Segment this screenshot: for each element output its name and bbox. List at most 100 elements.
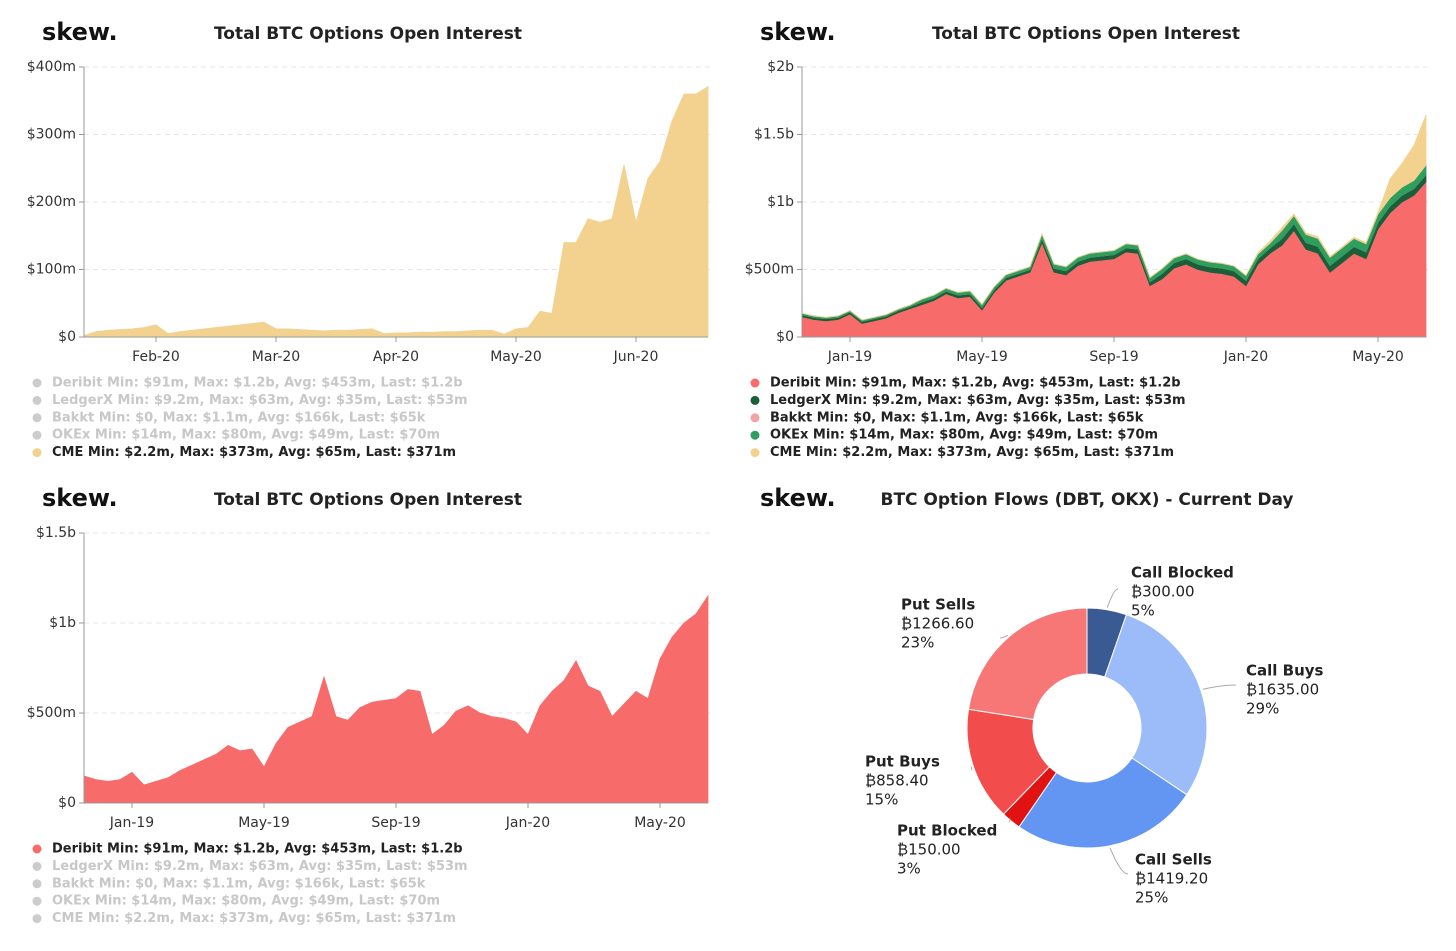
slice-value: ₿150.00 (897, 841, 961, 859)
donut-slice (967, 607, 1088, 721)
legend-dot (32, 879, 42, 889)
y-tick-label: $100m (27, 262, 76, 278)
legend-entry: Bakkt Min: $0, Max: $1.1m, Avg: $166k, L… (52, 876, 426, 891)
area (801, 114, 1427, 321)
legend-dot (750, 378, 760, 388)
x-tick-label: Jan-19 (827, 349, 872, 365)
slice-percent: 29% (1246, 700, 1279, 718)
chart-title: Total BTC Options Open Interest (214, 490, 522, 510)
legend-dot (32, 861, 42, 871)
chart-panel: skew. Total BTC Options Open Interest $0 $5… (27, 484, 710, 926)
legend-entry: Deribit Min: $91m, Max: $1.2b, Avg: $453… (770, 376, 1181, 391)
chart-panel: skew. Total BTC Options Open Interest $0 $1… (27, 18, 710, 460)
slice-name: Put Blocked (897, 822, 997, 840)
legend-entry: CME Min: $2.2m, Max: $373m, Avg: $65m, L… (52, 445, 456, 460)
legend-entry: Deribit Min: $91m, Max: $1.2b, Avg: $453… (52, 842, 463, 857)
slice-percent: 23% (901, 634, 934, 652)
legend-entry: LedgerX Min: $9.2m, Max: $63m, Avg: $35m… (52, 393, 468, 408)
legend-entry: OKEx Min: $14m, Max: $80m, Avg: $49m, La… (52, 894, 440, 909)
y-tick-label: $1.5b (36, 525, 76, 541)
y-tick-label: $0 (776, 329, 794, 345)
legend-dot (750, 448, 760, 458)
slice-percent: 25% (1135, 889, 1168, 907)
legend-entry: OKEx Min: $14m, Max: $80m, Avg: $49m, La… (770, 428, 1158, 443)
x-tick-label: Jan-19 (109, 815, 154, 831)
slice-percent: 15% (865, 791, 898, 809)
chart-title: BTC Option Flows (DBT, OKX) - Current Da… (880, 490, 1293, 510)
x-tick-label: Jan-20 (1223, 349, 1268, 365)
slice-value: ₿1419.20 (1135, 870, 1208, 888)
slice-name: Call Sells (1135, 851, 1212, 869)
legend-entry: CME Min: $2.2m, Max: $373m, Avg: $65m, L… (770, 445, 1174, 460)
leader-line (1106, 588, 1119, 608)
logo: skew. (760, 18, 836, 46)
area (83, 594, 709, 804)
slice-value: ₿1266.60 (901, 615, 974, 633)
x-tick-label: Jan-20 (505, 815, 550, 831)
slice-value: ₿858.40 (865, 772, 929, 790)
y-tick-label: $1.5b (754, 127, 794, 143)
legend-dot (32, 430, 42, 440)
slice-name: Put Sells (901, 596, 975, 614)
slice-percent: 5% (1131, 602, 1155, 620)
slice-name: Call Blocked (1131, 564, 1234, 582)
legend-dot (750, 430, 760, 440)
leader-line (1202, 684, 1237, 690)
legend-entry: LedgerX Min: $9.2m, Max: $63m, Avg: $35m… (770, 393, 1186, 408)
legend-dot (32, 378, 42, 388)
legend-entry: Bakkt Min: $0, Max: $1.1m, Avg: $166k, L… (52, 410, 426, 425)
legend-dot (32, 395, 42, 405)
x-tick-label: May-20 (490, 349, 542, 365)
legend-dot (32, 844, 42, 854)
chart-panel: skew. BTC Option Flows (DBT, OKX) - Curre… (760, 484, 1324, 907)
x-tick-label: Sep-19 (371, 815, 420, 831)
legend-dot (750, 395, 760, 405)
y-tick-label: $2b (767, 59, 794, 75)
slice-name: Call Buys (1246, 662, 1324, 680)
legend-dot (32, 914, 42, 924)
chart-panel: skew. Total BTC Options Open Interest $0 $5… (745, 18, 1428, 460)
legend-entry: CME Min: $2.2m, Max: $373m, Avg: $65m, L… (52, 911, 456, 926)
y-tick-label: $0 (58, 795, 76, 811)
y-tick-label: $1b (49, 615, 76, 631)
logo: skew. (42, 18, 118, 46)
x-tick-label: Mar-20 (252, 349, 300, 365)
chart-title: Total BTC Options Open Interest (214, 24, 522, 44)
legend-entry: Deribit Min: $91m, Max: $1.2b, Avg: $453… (52, 376, 463, 391)
logo: skew. (42, 484, 118, 512)
donut-slice (1104, 614, 1208, 796)
chart-title: Total BTC Options Open Interest (932, 24, 1240, 44)
y-tick-label: $500m (27, 705, 76, 721)
legend-entry: OKEx Min: $14m, Max: $80m, Avg: $49m, La… (52, 428, 440, 443)
y-tick-label: $500m (745, 262, 794, 278)
legend-dot (32, 448, 42, 458)
legend-entry: LedgerX Min: $9.2m, Max: $63m, Avg: $35m… (52, 859, 468, 874)
x-tick-label: May-20 (1352, 349, 1404, 365)
slice-percent: 3% (897, 860, 921, 878)
x-tick-label: May-19 (956, 349, 1008, 365)
legend-entry: Bakkt Min: $0, Max: $1.1m, Avg: $166k, L… (770, 410, 1144, 425)
x-tick-label: Sep-19 (1089, 349, 1138, 365)
y-tick-label: $400m (27, 59, 76, 75)
x-tick-label: May-20 (634, 815, 686, 831)
y-tick-label: $0 (58, 329, 76, 345)
area (83, 85, 709, 338)
y-tick-label: $200m (27, 194, 76, 210)
legend-dot (750, 413, 760, 423)
y-tick-label: $1b (767, 194, 794, 210)
x-tick-label: Feb-20 (132, 349, 180, 365)
legend-dot (32, 896, 42, 906)
logo: skew. (760, 484, 836, 512)
slice-name: Put Buys (865, 753, 940, 771)
slice-value: ₿300.00 (1131, 583, 1195, 601)
leader-line (970, 766, 973, 771)
y-tick-label: $300m (27, 127, 76, 143)
leader-line (1109, 847, 1129, 875)
legend-dot (32, 413, 42, 423)
donut-slice (1018, 757, 1188, 849)
leader-line (999, 634, 1009, 639)
x-tick-label: May-19 (238, 815, 290, 831)
x-tick-label: Apr-20 (373, 349, 419, 365)
x-tick-label: Jun-20 (613, 349, 659, 365)
